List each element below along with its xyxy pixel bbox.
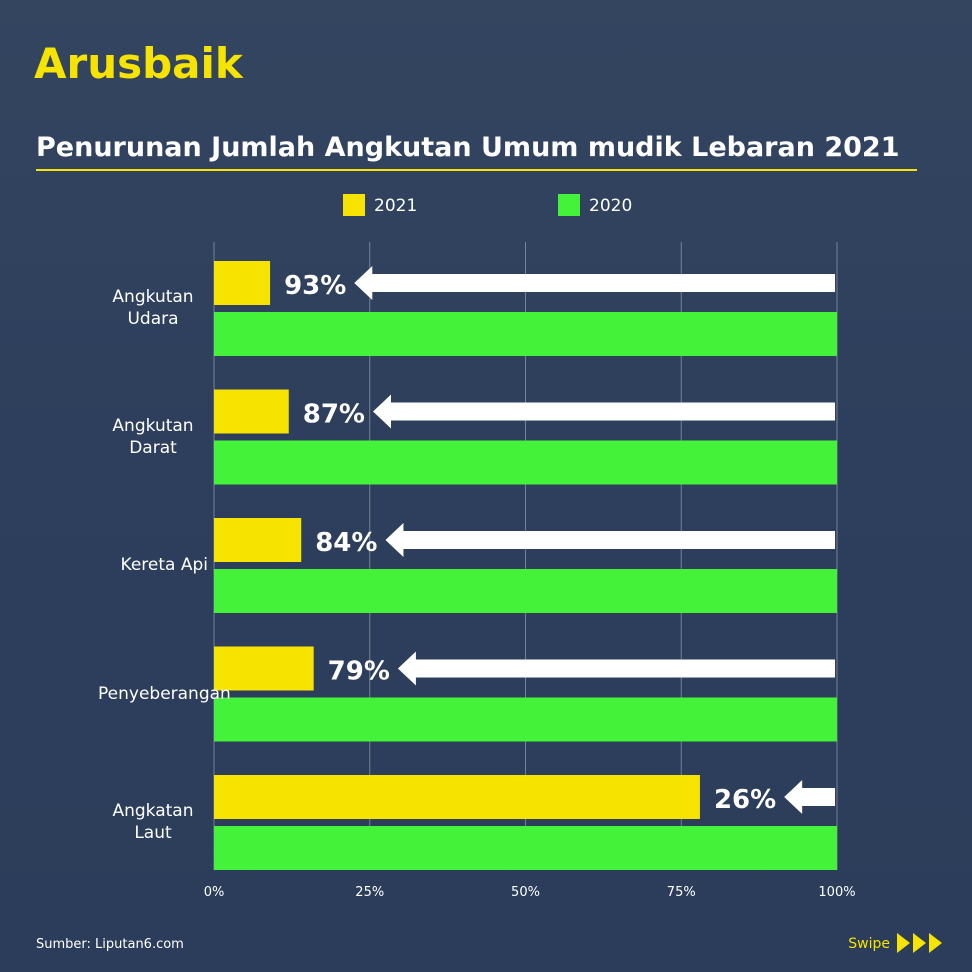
bar [214,518,302,562]
decline-label: 79% [328,657,390,687]
bar [214,389,289,434]
decline-arrow [354,266,835,300]
source: Sumber: Liputan6.com [36,937,184,952]
category-label: Angkatan Laut [48,772,208,872]
category-text: Angkatan Laut [112,801,194,843]
bar [214,826,837,870]
category-label: Penyeberangan [48,644,231,744]
bar [214,569,837,613]
category-label: Kereta Api [48,515,208,615]
decline-arrow [372,394,835,429]
legend-label: 2021 [374,196,417,216]
bar [214,646,314,691]
chart-title: Penurunan Jumlah Angkutan Umum mudik Leb… [36,132,900,163]
bar [214,697,837,742]
swipe-arrows [897,933,942,953]
bar [214,312,837,356]
brand-logo: Arusbaik [34,39,244,88]
swipe: Swipe [848,936,890,952]
category-label: Angkutan Udara [48,258,208,358]
bar [214,440,837,485]
decline-arrow [784,780,835,814]
bar [214,261,271,305]
category-text: Angkutan Darat [112,415,194,458]
legend-label: 2020 [589,196,632,216]
decline-label: 93% [284,271,346,301]
category-text: Kereta Api [120,555,208,575]
decline-label: 87% [303,400,365,430]
x-tick-label: 75% [667,885,696,900]
x-tick-label: 25% [355,885,384,900]
legend-swatch [343,194,365,216]
category-label: Angkutan Darat [48,387,208,487]
decline-label: 26% [714,785,776,815]
legend-swatch [558,194,580,216]
category-text: Angkutan Udara [112,287,194,329]
x-tick-label: 100% [818,885,855,900]
decline-arrow [385,523,835,557]
category-text: Penyeberangan [98,683,231,704]
decline-arrow [397,651,835,686]
x-tick-label: 50% [511,885,540,900]
decline-label: 84% [315,528,377,558]
bar [214,775,700,819]
x-tick-label: 0% [204,885,225,900]
